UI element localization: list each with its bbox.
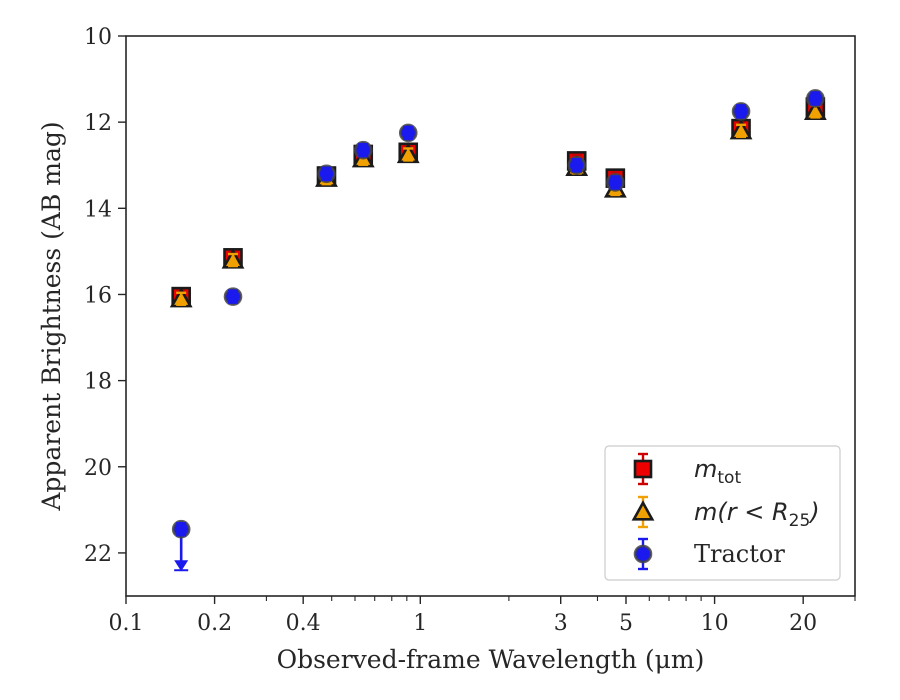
data-point [731,102,751,121]
data-point [398,123,418,143]
x-axis-label: Observed-frame Wavelength (μm) [277,645,705,674]
series-triangle [169,99,827,308]
y-tick-label: 10 [84,25,112,50]
y-tick-label: 18 [84,370,112,395]
legend-entry: m(r < R25) [631,495,820,531]
legend-label: m(r < R25) [694,498,820,531]
x-tick-label: 10 [701,611,729,636]
legend-label: mtot [694,455,741,488]
legend-marker-circle [633,544,653,564]
y-tick-label: 20 [84,456,112,481]
y-axis: 10 12 14 16 18 20 22 [84,25,126,567]
x-tick-label: 5 [619,611,633,636]
data-marks [169,89,827,572]
legend-marker-triangle [631,500,655,521]
x-tick-label: 1 [413,611,427,636]
x-tick-label: 0.4 [286,611,321,636]
y-axis-label: Apparent Brightness (AB mag) [37,121,66,511]
legend-label: Tractor [694,540,785,568]
data-point [317,164,336,184]
data-point [353,140,373,160]
legend-entry: Tractor [633,537,785,571]
x-tick-label: 3 [554,611,568,636]
data-point [567,155,587,175]
legend-box [604,445,841,581]
upper-limit-arrowhead [174,560,189,572]
legend: mtot m(r < R25) Tractor [604,445,841,581]
y-tick-label: 14 [84,197,112,222]
series-square [171,97,826,307]
data-point [223,287,243,306]
y-tick-label: 22 [84,542,112,567]
x-tick-label: 0.1 [109,611,144,636]
x-tick-label: 20 [789,611,817,636]
y-tick-label: 12 [84,111,112,136]
legend-entry: mtot [633,452,741,488]
data-point [396,142,420,164]
plot-frame [125,35,856,597]
y-tick-label: 16 [84,283,112,308]
x-tick-label: 0.2 [197,611,232,636]
data-point [606,173,625,192]
data-point [806,89,825,108]
legend-marker-square [633,459,653,479]
data-point [171,519,191,572]
x-axis: 0.1 0.2 0.4 1 3 5 10 20 [109,596,856,636]
series-circle [171,89,825,572]
data-point [169,286,193,308]
data-point [221,248,245,269]
data-point [729,118,753,140]
